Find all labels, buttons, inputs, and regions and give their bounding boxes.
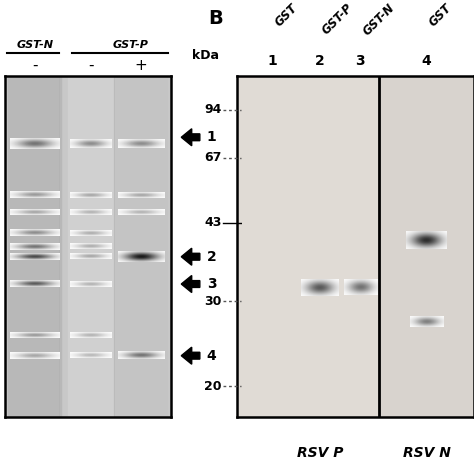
Text: 30: 30 [205, 294, 222, 308]
Text: 4: 4 [422, 54, 431, 68]
Bar [68, 76, 114, 417]
Text: 67: 67 [205, 151, 222, 164]
Polygon shape [181, 347, 200, 364]
Text: 1: 1 [207, 130, 217, 144]
Text: 2: 2 [207, 250, 217, 264]
Text: 2: 2 [315, 54, 325, 68]
Text: GST: GST [273, 1, 300, 29]
Text: RSV P: RSV P [297, 446, 343, 460]
Text: 20: 20 [204, 380, 222, 393]
Text: 3: 3 [356, 54, 365, 68]
Text: GST-P: GST-P [320, 1, 356, 37]
Text: -: - [88, 58, 94, 73]
Bar [8, 76, 61, 417]
Text: GST: GST [427, 1, 454, 29]
Text: kDa: kDa [192, 49, 219, 62]
Text: B: B [209, 9, 223, 28]
Text: RSV N: RSV N [402, 446, 451, 460]
Bar [379, 76, 474, 417]
Polygon shape [181, 129, 200, 146]
Polygon shape [181, 275, 200, 292]
Bar [114, 76, 167, 417]
Text: 4: 4 [207, 349, 217, 363]
Text: GST-N: GST-N [16, 40, 53, 50]
Text: GST-P: GST-P [113, 40, 149, 50]
Text: 94: 94 [205, 103, 222, 117]
Text: 3: 3 [207, 277, 217, 291]
Text: -: - [32, 58, 37, 73]
Text: +: + [135, 58, 147, 73]
Text: 1: 1 [268, 54, 277, 68]
Text: 43: 43 [205, 216, 222, 229]
Polygon shape [181, 248, 200, 265]
Text: GST-N: GST-N [360, 1, 397, 38]
